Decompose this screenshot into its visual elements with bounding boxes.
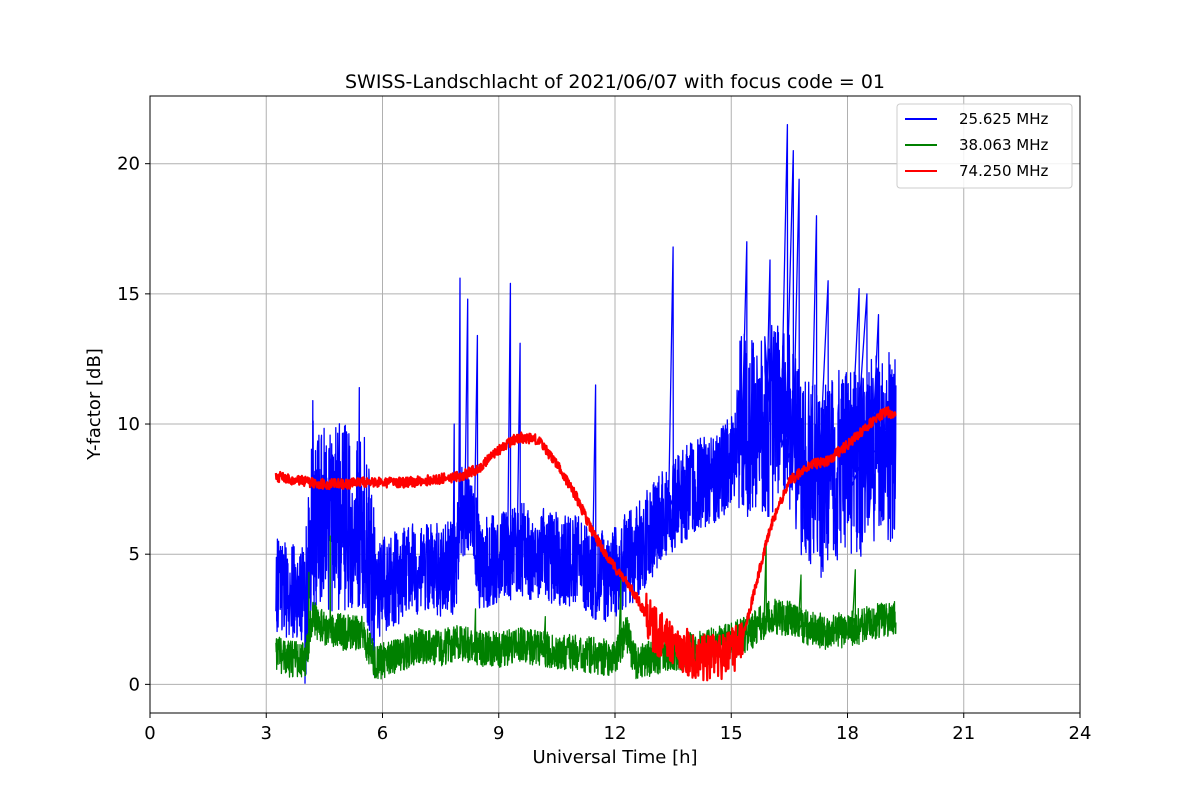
x-tick-label: 15 [720,723,743,744]
chart-title: SWISS-Landschlacht of 2021/06/07 with fo… [345,71,885,93]
x-tick-label: 21 [952,723,975,744]
legend-box [896,103,1073,189]
y-tick-label: 20 [117,154,140,175]
x-axis-label: Universal Time [h] [532,747,697,768]
legend-label: 38.063 MHz [959,136,1048,154]
x-axis-ticks: 0 3 6 9 12 15 18 21 24 [144,713,1091,744]
x-tick-label: 12 [604,723,627,744]
y-tick-label: 10 [117,414,140,435]
legend: 25.625 MHz 38.063 MHz 74.250 MHz [896,103,1073,189]
y-tick-label: 0 [129,674,140,695]
series-line-0 [275,123,897,684]
x-tick-label: 18 [836,723,859,744]
y-axis-label: Y-factor [dB] [84,348,105,461]
y-tick-label: 5 [129,544,140,565]
legend-label: 25.625 MHz [959,110,1048,128]
y-tick-label: 15 [117,284,140,305]
legend-label: 74.250 MHz [959,162,1048,180]
x-tick-label: 3 [261,723,272,744]
y-axis-ticks: 0 5 10 15 20 [117,154,150,695]
x-tick-label: 24 [1069,723,1092,744]
plot-area [274,123,897,684]
x-tick-label: 0 [144,723,155,744]
series-line-1 [275,535,897,680]
x-tick-label: 6 [377,723,388,744]
series-line-2 [274,406,897,682]
x-tick-label: 9 [493,723,504,744]
